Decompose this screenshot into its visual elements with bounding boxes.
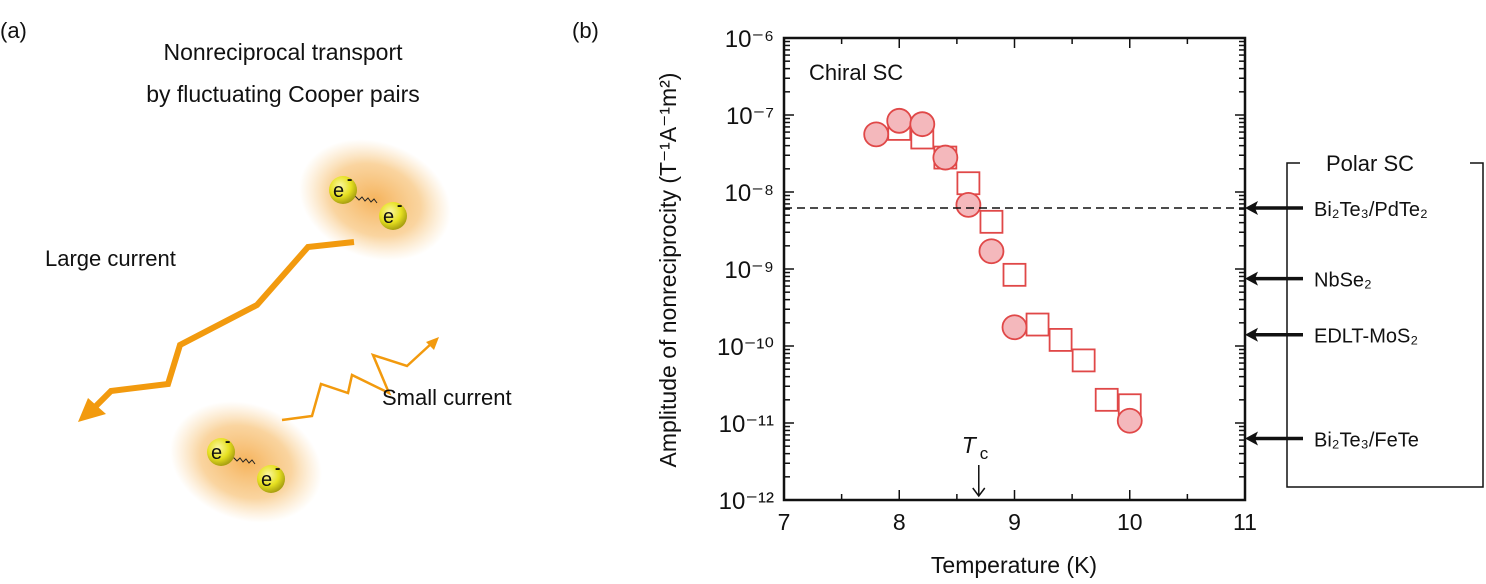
pair-bond: [354, 195, 378, 204]
data-point-circle: [863, 121, 890, 148]
electron-charge: -: [225, 433, 230, 450]
cooper-pair-glow-bottom: [170, 401, 322, 523]
x-tick-label: 11: [1233, 509, 1257, 535]
x-tick-label: 8: [893, 509, 906, 535]
electron: [207, 438, 235, 466]
data-point-circle: [932, 144, 959, 171]
y-tick-label: 10⁻¹¹: [719, 411, 774, 438]
data-point-circle: [955, 191, 982, 218]
reference-label: EDLT-MoS₂: [1314, 326, 1418, 348]
data-point-circle: [978, 238, 1005, 265]
reference-label: NbSe₂: [1314, 270, 1372, 292]
reference-label: Bi₂Te₃/PdTe₂: [1314, 199, 1428, 221]
small-current-arrow: [281, 342, 433, 422]
small-current-label: Small current: [382, 385, 512, 410]
large-current-label: Large current: [45, 246, 176, 271]
data-point-square: [1094, 387, 1119, 412]
y-tick-label: 10⁻⁷: [726, 103, 774, 130]
electron-label: e: [261, 469, 272, 491]
panel-a-label: (a): [0, 18, 27, 43]
data-point-square: [1048, 328, 1073, 352]
chart-axes: 7 8 9 10 11 10⁻⁶ 10⁻⁷ 10⁻⁸ 10⁻⁹ 10⁻¹⁰ 10⁻¹¹ 10⁻¹² T c: [717, 26, 1257, 535]
y-tick-label: 10⁻¹²: [719, 488, 774, 515]
polar-sc-references: Polar SC Bi₂Te₃/PdTe₂ NbSe₂ EDLT-MoS₂ Bi₂Te…: [784, 150, 1484, 488]
data-point-square: [1002, 262, 1027, 287]
electron-label: e: [333, 180, 344, 202]
large-current-arrow: [89, 239, 355, 413]
chiral-sc-label: Chiral SC: [809, 60, 903, 85]
chart-marks: [863, 107, 1143, 434]
reference-arrowhead-icon: [1245, 200, 1258, 215]
panel-a-title-line2: by fluctuating Cooper pairs: [146, 81, 420, 107]
reference-arrowhead-icon: [1245, 271, 1258, 286]
cooper-pair-bottom: e - e -: [207, 433, 285, 493]
reference-arrowhead-icon: [1245, 327, 1258, 342]
data-point-square: [979, 209, 1004, 234]
data-point-circle: [1116, 407, 1143, 434]
y-tick-label: 10⁻⁹: [724, 257, 774, 284]
data-point-square: [1071, 348, 1096, 373]
electron-label: e: [383, 206, 394, 228]
electron: [257, 465, 285, 493]
x-tick-label: 7: [778, 509, 791, 535]
reference-label: Bi₂Te₃/FeTe: [1314, 429, 1419, 451]
pair-bond: [232, 456, 256, 465]
electron: [379, 202, 407, 230]
electron-label: e: [211, 442, 222, 464]
polar-sc-title-bg: [1300, 150, 1470, 176]
small-current-arrowhead-icon: [426, 337, 439, 350]
y-tick-label: 10⁻⁶: [725, 26, 774, 53]
y-tick-label: 10⁻⁸: [725, 180, 775, 207]
data-point-circle: [886, 107, 913, 134]
reference-arrowhead-icon: [1245, 431, 1258, 446]
x-tick-label: 10: [1117, 509, 1143, 535]
y-axis-label: Amplitude of nonreciprocity (T⁻¹A⁻¹m²): [655, 73, 681, 468]
electron: [329, 176, 357, 204]
panel-a-title-line1: Nonreciprocal transport: [163, 39, 403, 65]
x-tick-label: 9: [1008, 509, 1021, 535]
data-point-square: [1025, 312, 1050, 337]
polar-sc-title: Polar SC: [1326, 151, 1414, 176]
x-axis-label: Temperature (K): [931, 552, 1097, 578]
y-tick-label: 10⁻¹⁰: [717, 334, 774, 361]
panel-b-label: (b): [572, 18, 599, 43]
tc-annotation: T: [962, 432, 978, 458]
electron-charge: -: [347, 171, 352, 188]
data-point-square: [956, 171, 981, 196]
electron-charge: -: [275, 460, 280, 477]
large-current-arrowhead-icon: [78, 398, 106, 422]
data-point-circle: [909, 111, 936, 138]
cooper-pair-top: e - e -: [329, 171, 407, 230]
tc-arrowhead-icon: [972, 487, 986, 498]
plot-frame: [782, 36, 1247, 502]
panel-a: (a) Nonreciprocal transport by fluctuati…: [0, 18, 512, 523]
data-point-circle: [1001, 314, 1028, 341]
electron-charge: -: [397, 197, 402, 214]
tc-annotation-subscript: c: [980, 444, 989, 463]
